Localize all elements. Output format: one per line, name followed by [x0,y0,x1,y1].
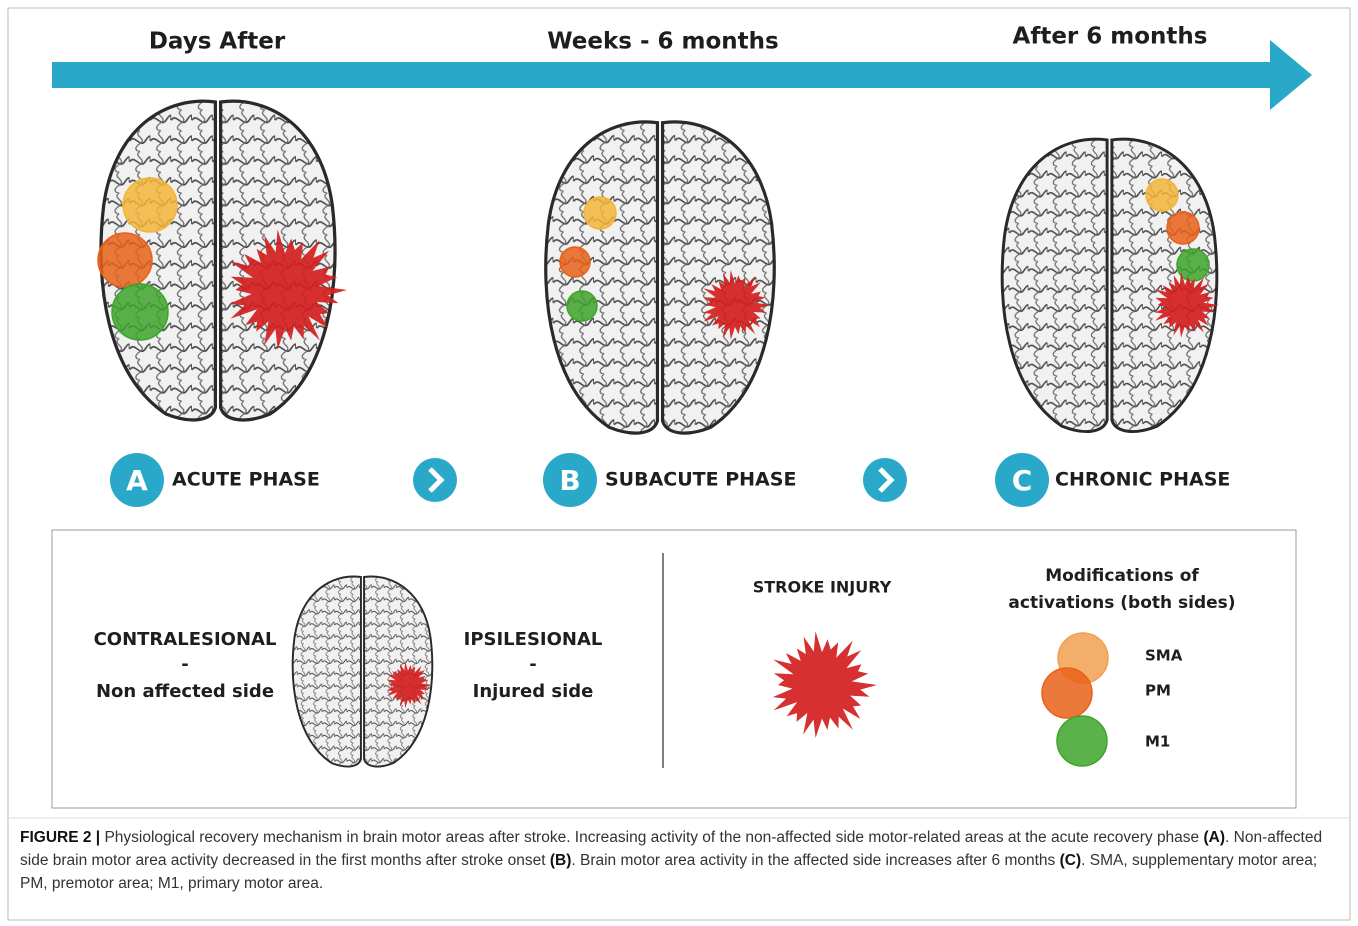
stroke-injury [773,631,877,738]
activation-area [1042,668,1092,718]
legend-text: IPSILESIONAL [464,629,603,650]
area-label: M1 [1145,733,1170,751]
legend-text: Modifications of [1045,566,1199,586]
legend-text: - [529,654,536,675]
activation-area [123,178,177,232]
timeline-label: After 6 months [1013,24,1208,50]
legend-text: Non affected side [96,681,274,702]
area-label: SMA [1145,647,1183,665]
legend-text: CONTRALESIONAL [94,629,277,650]
legend-text: Injured side [473,681,594,702]
caption-text: . Brain motor area activity in the affec… [571,852,1059,869]
phase-label: CHRONIC PHASE [1055,469,1230,491]
activation-area [584,197,616,229]
phase-letter: C [1012,464,1033,497]
timeline-label: Weeks - 6 months [547,29,779,55]
caption-ref: (C) [1060,852,1082,869]
phase-label: SUBACUTE PHASE [605,469,796,491]
area-label: PM [1145,682,1171,700]
activation-area [1057,716,1107,766]
caption-ref: (B) [550,852,572,869]
phase-letter: B [559,464,580,497]
caption-label: FIGURE 2 | [20,829,100,846]
activation-area [1146,179,1178,211]
activation-area [1167,212,1199,244]
caption-ref: (A) [1203,829,1225,846]
activation-area [112,284,168,340]
chevron-badge [413,458,457,502]
activation-area [567,291,597,321]
legend-text: STROKE INJURY [753,578,892,597]
figure: Days After Weeks - 6 months After 6 mont… [0,0,1358,926]
chevron-badge [863,458,907,502]
caption-text: Physiological recovery mechanism in brai… [100,829,1203,846]
page: Days After Weeks - 6 months After 6 mont… [0,0,1358,926]
activation-area [98,233,152,287]
legend-text: activations (both sides) [1008,593,1235,613]
phase-label: ACUTE PHASE [172,469,320,491]
phase-letter: A [126,464,148,497]
activation-area [560,247,590,277]
brain [546,122,775,433]
legend-text: - [181,654,188,675]
caption: FIGURE 2 | Physiological recovery mechan… [20,826,1340,895]
timeline-label: Days After [149,29,286,55]
